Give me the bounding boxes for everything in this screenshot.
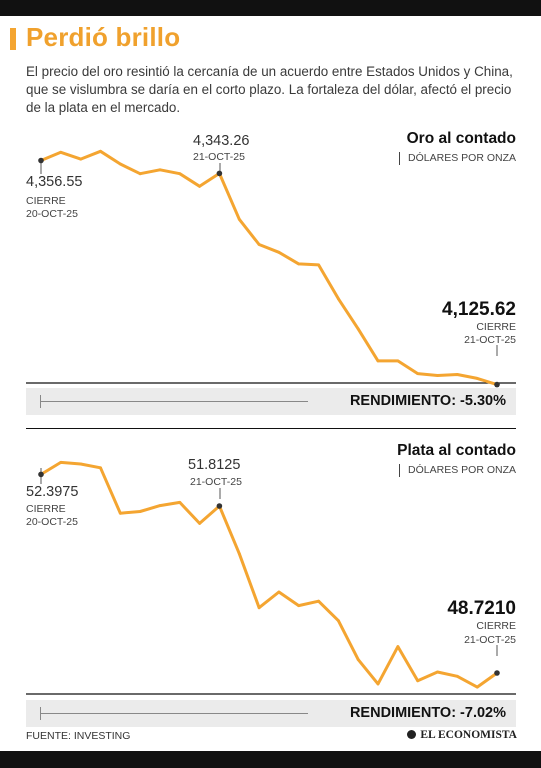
gold-price-line <box>39 149 499 387</box>
gold-data-point <box>216 170 223 177</box>
gold-data-point <box>494 381 500 388</box>
gold-start-value: 4,356.55 <box>26 174 83 190</box>
silver-data-point <box>396 645 400 648</box>
section-divider <box>26 428 516 429</box>
silver-data-point <box>277 590 281 594</box>
brand-dot-icon <box>407 730 417 739</box>
silver-data-point <box>416 679 420 683</box>
gold-data-point <box>475 377 479 380</box>
gold-data-point <box>79 157 83 161</box>
gold-end-caption: CIERRE <box>476 321 516 333</box>
silver-data-point <box>376 682 380 686</box>
source-note: FUENTE: INVESTING <box>26 730 131 742</box>
gold-rendimiento-label: RENDIMIENTO: -5.30% <box>349 393 506 409</box>
silver-data-point <box>138 510 142 513</box>
gold-rendimiento-line <box>40 401 308 402</box>
silver-price-line <box>39 460 499 689</box>
brand-name: EL ECONOMISTA <box>420 729 517 741</box>
page-title: Perdió brillo <box>26 22 181 52</box>
silver-mid-date: 21-OCT-25 <box>190 476 242 488</box>
title-accent-bar <box>10 28 16 50</box>
silver-data-point <box>237 552 241 556</box>
silver-chart-plot <box>26 460 516 695</box>
page-subtitle: El precio del oro resintió la cercanía d… <box>26 64 513 115</box>
silver-data-point <box>178 501 182 504</box>
gold-data-point <box>396 359 400 363</box>
gold-data-point <box>198 184 202 188</box>
bottom-bar <box>0 751 541 768</box>
gold-chart: Oro al contado DÓLARES POR ONZA 4,356.55… <box>26 130 516 415</box>
silver-data-point <box>216 503 223 509</box>
silver-start-value: 52.3975 <box>26 484 79 500</box>
gold-data-point <box>455 373 459 376</box>
gold-data-point <box>237 217 241 221</box>
silver-end-caption: CIERRE <box>476 620 516 632</box>
silver-data-point <box>158 504 162 507</box>
silver-rendimiento-label: RENDIMIENTO: -7.02% <box>349 705 506 721</box>
gold-data-point <box>138 172 142 176</box>
silver-chart: Plata al contado DÓLARES POR ONZA 52.397… <box>26 442 516 727</box>
silver-rendimiento-box: RENDIMIENTO: -7.02% <box>26 700 516 727</box>
silver-data-point <box>99 466 102 470</box>
silver-data-point <box>118 511 122 515</box>
gold-start-caption: CIERRE <box>26 195 66 207</box>
gold-data-point <box>376 359 380 363</box>
silver-data-point <box>356 658 360 661</box>
gold-rendimiento-box: RENDIMIENTO: -5.30% <box>26 388 516 415</box>
gold-end-date: 21-OCT-25 <box>464 334 516 346</box>
gold-data-point <box>118 162 122 166</box>
silver-data-point <box>198 522 202 525</box>
silver-data-point <box>297 604 301 607</box>
gold-data-point <box>416 372 420 375</box>
silver-data-point <box>455 674 459 678</box>
silver-data-point <box>257 606 261 610</box>
silver-start-date: 20-OCT-25 <box>26 516 78 528</box>
silver-data-point <box>317 599 320 603</box>
top-bar <box>0 0 541 16</box>
silver-end-date: 21-OCT-25 <box>464 634 516 646</box>
gold-data-point <box>436 374 439 377</box>
gold-data-point <box>337 297 340 301</box>
silver-mid-value: 51.8125 <box>188 457 241 473</box>
silver-data-point <box>337 619 340 623</box>
silver-chart-title: Plata al contado <box>397 442 516 459</box>
silver-data-point <box>436 670 439 674</box>
gold-data-point <box>99 149 102 153</box>
gold-start-date: 20-OCT-25 <box>26 208 78 220</box>
silver-chart-unit: DÓLARES POR ONZA <box>399 464 516 477</box>
silver-data-point <box>494 670 500 676</box>
silver-data-point <box>79 462 83 466</box>
silver-data-point <box>59 461 63 464</box>
gold-data-point <box>59 150 63 154</box>
gold-chart-unit: DÓLARES POR ONZA <box>399 152 516 165</box>
gold-chart-title: Oro al contado <box>406 130 516 147</box>
gold-data-point <box>317 263 320 267</box>
gold-chart-plot <box>26 149 516 388</box>
silver-end-value: 48.7210 <box>447 598 516 619</box>
silver-rendimiento-line <box>40 713 308 714</box>
gold-data-point <box>356 327 360 331</box>
gold-mid-value: 4,343.26 <box>193 133 250 149</box>
gold-data-point <box>178 172 182 176</box>
gold-data-point <box>38 157 44 164</box>
gold-data-point <box>158 168 162 172</box>
gold-end-value: 4,125.62 <box>442 299 516 320</box>
silver-start-caption: CIERRE <box>26 503 66 515</box>
gold-data-point <box>257 243 261 246</box>
gold-data-point <box>277 250 281 254</box>
gold-mid-date: 21-OCT-25 <box>193 151 245 163</box>
silver-data-point <box>38 471 44 478</box>
brand-logo: EL ECONOMISTA <box>407 729 517 741</box>
gold-data-point <box>297 262 301 266</box>
silver-data-point <box>475 685 479 689</box>
